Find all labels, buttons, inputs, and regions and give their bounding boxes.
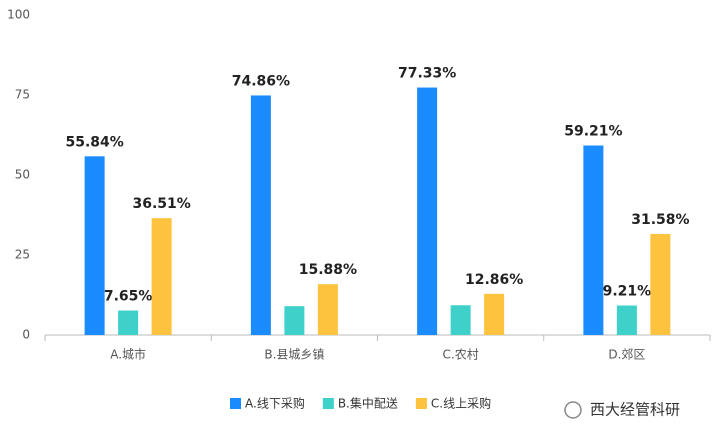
- value-label: 9.21%: [603, 284, 652, 300]
- x-tick-label: C.农村: [443, 348, 479, 362]
- legend-label: C.线上采购: [431, 396, 491, 411]
- watermark: 西大经管科研: [564, 401, 680, 419]
- bar: [484, 293, 505, 335]
- value-label: 15.88%: [299, 262, 357, 278]
- bar: [417, 87, 438, 335]
- legend-swatch: [322, 398, 334, 409]
- x-tick-label: D.郊区: [608, 348, 645, 362]
- value-label: 77.33%: [398, 66, 456, 82]
- value-label: 31.58%: [631, 212, 689, 228]
- bar: [450, 305, 471, 335]
- x-tick-label: B.县城乡镇: [264, 348, 324, 362]
- value-label: 7.65%: [104, 289, 153, 305]
- bar: [118, 310, 139, 335]
- legend-label: B.集中配送: [338, 396, 398, 411]
- bar: [151, 218, 172, 335]
- value-label: 36.51%: [132, 196, 190, 212]
- y-tick-label: 25: [15, 248, 30, 262]
- bar: [317, 284, 338, 335]
- y-tick-label: 50: [15, 168, 30, 182]
- bar: [650, 233, 671, 335]
- y-tick-label: 75: [15, 88, 30, 102]
- bar: [583, 145, 604, 335]
- y-tick-label: 0: [22, 328, 30, 342]
- legend-swatch: [415, 398, 427, 409]
- bar: [284, 306, 305, 335]
- legend-label: A.线下采购: [245, 396, 305, 411]
- bar: [84, 156, 105, 335]
- value-label: 59.21%: [564, 124, 622, 140]
- value-label: 55.84%: [65, 134, 123, 150]
- bar: [616, 305, 637, 335]
- value-label: 12.86%: [465, 272, 523, 288]
- bar: [250, 95, 271, 335]
- value-label: 74.86%: [232, 73, 290, 89]
- watermark-icon: [564, 401, 582, 419]
- legend-swatch: [230, 398, 241, 409]
- x-tick-label: A.城市: [110, 347, 146, 362]
- watermark-text: 西大经管科研: [590, 401, 680, 419]
- y-tick-label: 100: [7, 8, 30, 22]
